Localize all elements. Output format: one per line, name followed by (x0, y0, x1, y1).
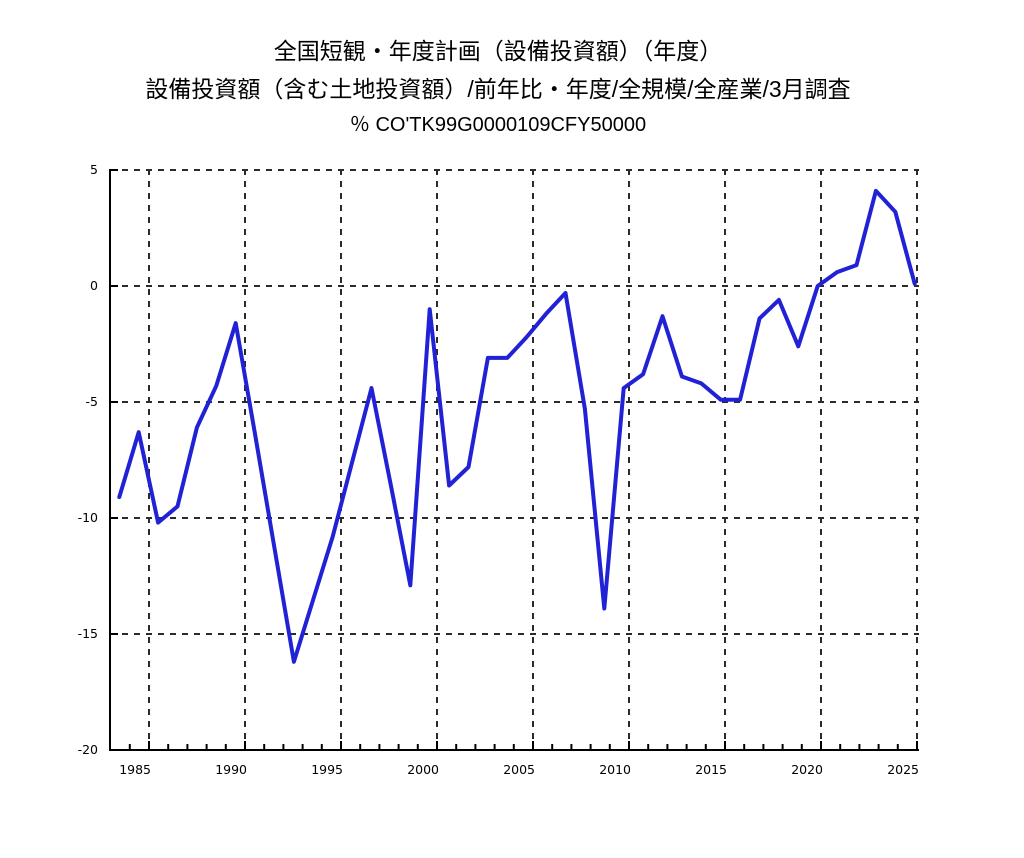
x-tick-label: 1995 (311, 762, 343, 777)
x-tick-label: 2025 (887, 762, 919, 777)
chart-header: 全国短観・年度計画（設備投資額）（年度） 設備投資額（含む土地投資額）/前年比・… (0, 32, 996, 142)
y-tick-label: -10 (77, 510, 98, 525)
x-tick-label: 2000 (407, 762, 439, 777)
y-tick-label: 5 (90, 162, 98, 177)
data-line (117, 188, 917, 664)
x-tick-label: 2020 (791, 762, 823, 777)
y-tick-label: -15 (77, 626, 98, 641)
x-tick-label: 1985 (119, 762, 151, 777)
x-tick-label: 2015 (695, 762, 727, 777)
series-code: ％ CO'TK99G0000109CFY50000 (349, 114, 647, 136)
y-tick-label: -20 (77, 742, 98, 757)
y-tick-label: 0 (90, 278, 98, 293)
y-tick-label: -5 (85, 394, 98, 409)
x-tick-label: 2005 (503, 762, 535, 777)
x-tick-label: 2010 (599, 762, 631, 777)
chart-subtitle: 設備投資額（含む土地投資額）/前年比・年度/全規模/全産業/3月調査 (145, 76, 851, 102)
chart-title: 全国短観・年度計画（設備投資額）（年度） (273, 38, 723, 64)
x-tick-label: 1990 (215, 762, 247, 777)
